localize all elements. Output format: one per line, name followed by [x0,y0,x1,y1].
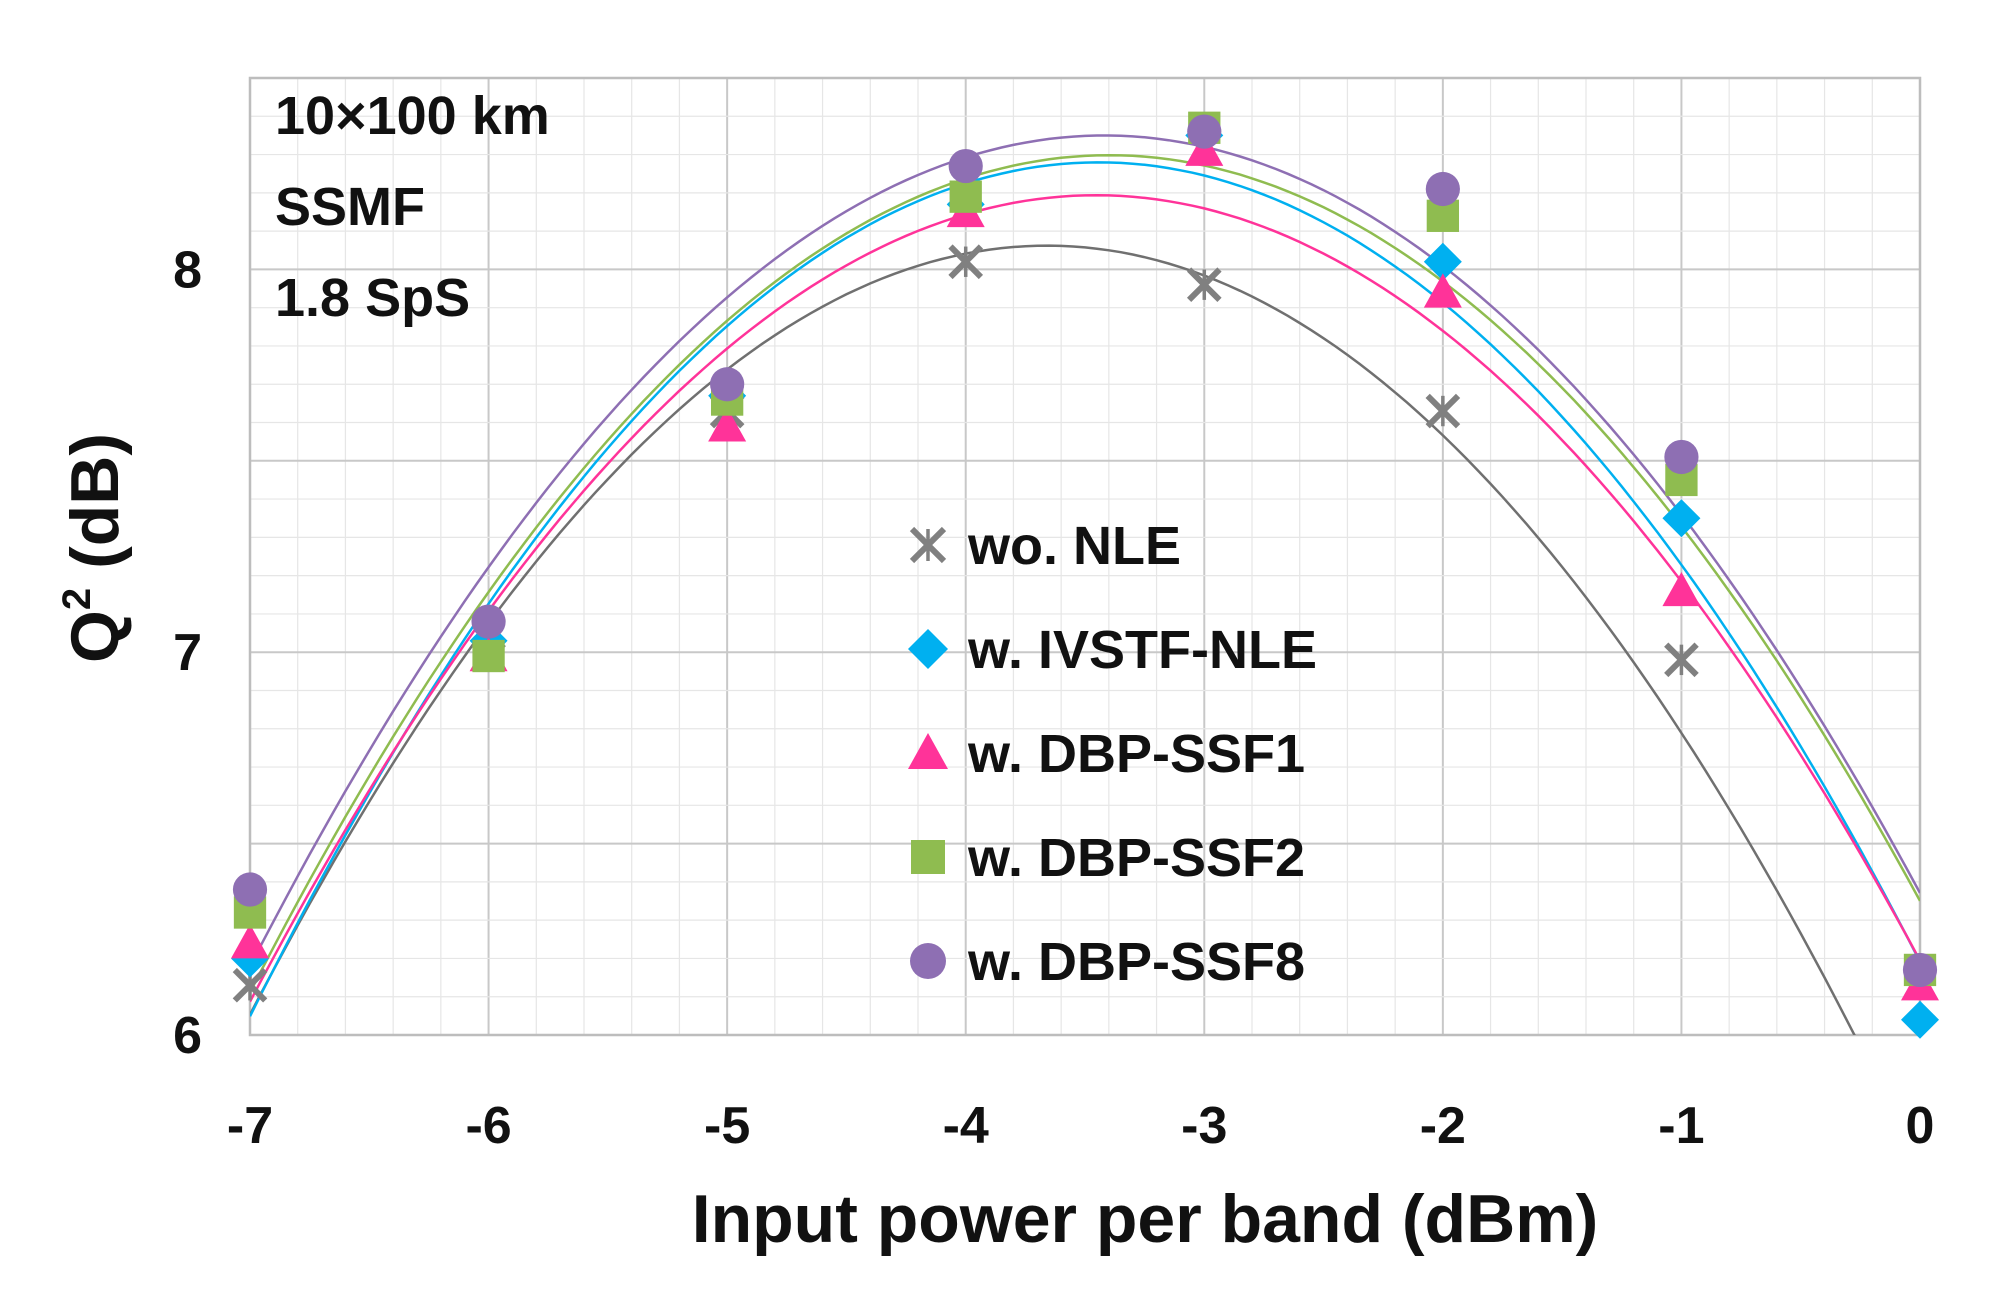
x-tick-label: 0 [1906,1097,1935,1155]
legend-label: w. DBP-SSF1 [967,724,1305,784]
x-tick-labels: -7 -6 -5 -4 -3 -2 -1 0 [227,1097,1935,1155]
marker-circle [948,148,983,184]
annotation-line-2: SSMF [275,177,425,237]
marker-circle [1187,114,1222,149]
series-points [232,114,1938,988]
svg-text:Q2 (dB): Q2 (dB) [55,433,133,663]
annotation: 10×100 km SSMF 1.8 SpS [275,86,550,328]
marker-x [909,526,947,564]
y-tick-label: 8 [173,241,202,299]
x-tick-label: -3 [1181,1097,1227,1155]
y-axis-title: Q2 (dB) [55,433,133,663]
legend-item: w. DBP-SSF8 [910,932,1305,992]
x-tick-label: -1 [1658,1097,1704,1155]
fit-curve [250,161,1920,1017]
marker-circle [1425,171,1460,207]
marker-circle [710,367,745,402]
annotation-line-3: 1.8 SpS [275,268,470,328]
legend: wo. NLE w. IVSTF-NLE w. DBP-SSF1 w. DBP-SSF… [908,516,1317,992]
fit-curve [250,134,1920,967]
marker-circle [910,943,946,979]
fit-curve [250,153,1920,993]
legend-item: w. DBP-SSF2 [911,828,1305,888]
x-tick-label: -7 [227,1097,273,1155]
marker-diamond [1423,242,1462,281]
marker-diamond [1662,499,1701,538]
marker-triangle [908,733,948,769]
marker-triangle [1185,131,1224,166]
x-tick-label: -5 [704,1097,750,1155]
data-markers [231,111,1939,1039]
marker-diamond [1901,1000,1939,1039]
marker-triangle [708,407,747,442]
y-tick-labels: 6 7 8 [173,241,202,1065]
legend-label: w. IVSTF-NLE [967,620,1317,680]
fit-curve [250,193,1920,1003]
marker-square [911,840,945,874]
fit-curve [250,244,1856,1035]
marker-square [472,639,505,673]
legend-label: w. DBP-SSF2 [967,828,1305,888]
marker-circle [471,604,506,639]
plot-frame [248,76,1922,1037]
x-tick-label: -6 [465,1097,511,1155]
marker-x [1425,393,1461,429]
legend-label: wo. NLE [967,516,1181,576]
marker-x [1664,642,1699,678]
legend-item: w. IVSTF-NLE [908,620,1317,680]
marker-triangle [1662,571,1701,607]
marker-triangle [1423,273,1462,308]
y-axis-title-main: Q [57,610,133,663]
x-axis-title: Input power per band (dBm) [692,1181,1599,1257]
marker-triangle [231,924,269,959]
marker-circle [1664,439,1699,475]
marker-circle [1902,952,1938,988]
x-tick-label: -4 [943,1097,989,1155]
annotation-line-1: 10×100 km [275,86,550,146]
marker-diamond [908,629,948,669]
y-axis-title-sup: 2 [55,588,99,610]
y-tick-label: 6 [173,1007,202,1065]
marker-circle [232,872,268,907]
y-tick-label: 7 [173,624,202,682]
x-tick-label: -2 [1420,1097,1466,1155]
legend-item: w. DBP-SSF1 [908,724,1305,784]
legend-label: w. DBP-SSF8 [967,932,1305,992]
marker-x [948,244,984,280]
marker-square [949,180,982,213]
y-axis-title-unit: (dB) [57,433,133,588]
fit-curves [250,134,1920,1035]
legend-item: wo. NLE [909,516,1181,576]
marker-x [1186,267,1222,303]
